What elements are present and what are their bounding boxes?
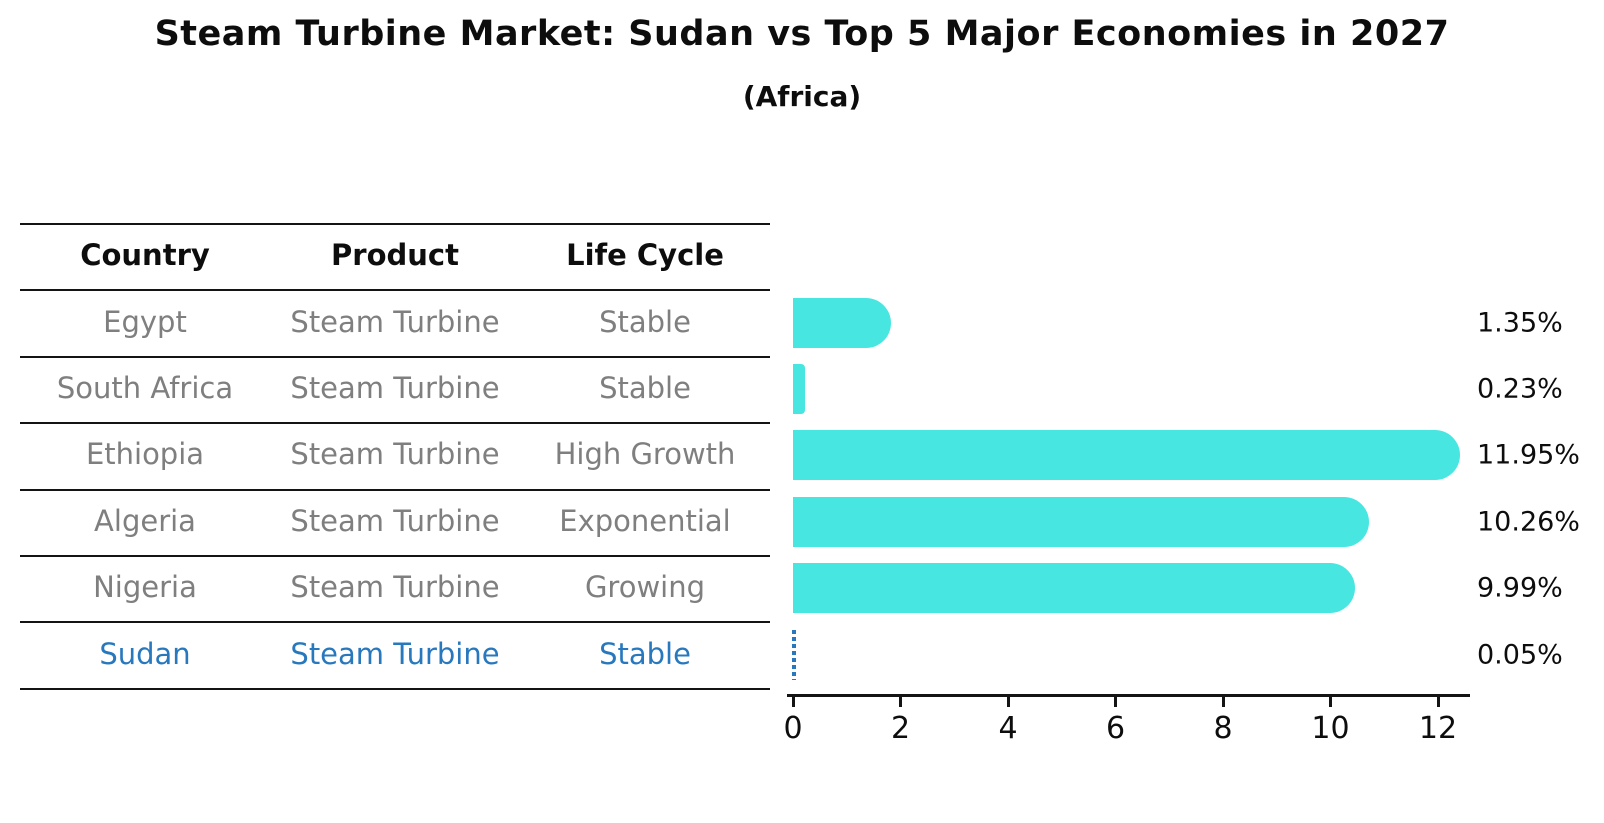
x-axis-tick-label: 2 <box>890 711 911 746</box>
x-axis-tick-label: 8 <box>1213 711 1233 746</box>
x-axis-line <box>787 694 1470 697</box>
value-bar <box>793 297 891 348</box>
table-header-row: Country Product Life Cycle <box>20 223 770 289</box>
cell-country: Sudan <box>99 636 191 671</box>
cell-country: Egypt <box>103 304 187 339</box>
value-bar <box>793 496 1370 547</box>
x-axis-tick <box>899 697 902 707</box>
table-gridline <box>20 488 770 491</box>
cell-life-cycle: Stable <box>599 371 691 406</box>
column-header: Life Cycle <box>566 238 724 273</box>
x-axis-tick <box>1114 697 1117 707</box>
column-header: Product <box>331 238 459 273</box>
table-gridline <box>20 355 770 358</box>
cell-country: Algeria <box>94 503 196 538</box>
column-header: Country <box>80 238 210 273</box>
bar-value-label: 0.23% <box>1477 373 1563 405</box>
cell-product: Steam Turbine <box>290 503 500 538</box>
table-gridline <box>20 289 770 292</box>
table-row: Algeria Steam Turbine Exponential <box>20 489 770 555</box>
table-gridline <box>20 687 770 690</box>
cell-product: Steam Turbine <box>290 570 500 605</box>
table-row: Sudan Steam Turbine Stable <box>20 621 770 687</box>
bar-value-label: 0.05% <box>1477 639 1563 671</box>
table-row: Egypt Steam Turbine Stable <box>20 289 770 355</box>
table-gridline <box>20 422 770 425</box>
cell-country: Nigeria <box>93 570 197 605</box>
cell-life-cycle: Growing <box>584 570 706 605</box>
value-bar <box>793 430 1461 481</box>
x-axis-tick-label: 4 <box>998 711 1018 746</box>
x-axis-tick <box>791 697 795 707</box>
table-row: Ethiopia Steam Turbine High Growth <box>20 422 770 488</box>
cell-country: Ethiopia <box>85 437 205 472</box>
x-axis-tick <box>1221 697 1225 707</box>
bar-value-label: 11.95% <box>1477 439 1580 471</box>
cell-product: Steam Turbine <box>290 437 500 472</box>
chart-subtitle: (Africa) <box>742 80 862 113</box>
value-bar <box>793 364 806 414</box>
x-axis-tick <box>1006 697 1010 707</box>
cell-product: Steam Turbine <box>290 636 500 671</box>
cell-life-cycle: Exponential <box>559 503 731 538</box>
highlight-bar-dashed <box>792 629 796 680</box>
cell-product: Steam Turbine <box>290 371 500 406</box>
cell-life-cycle: Stable <box>599 636 691 671</box>
bar-value-label: 10.26% <box>1477 506 1580 538</box>
value-bar <box>793 563 1355 614</box>
table-row: South Africa Steam Turbine Stable <box>20 356 770 422</box>
bar-value-label: 9.99% <box>1477 572 1563 604</box>
cell-product: Steam Turbine <box>290 304 500 339</box>
x-axis-tick-label: 12 <box>1418 711 1458 746</box>
x-axis-tick <box>1436 697 1440 707</box>
cell-life-cycle: Stable <box>599 304 691 339</box>
cell-life-cycle: High Growth <box>554 437 736 472</box>
x-axis-tick <box>1329 697 1332 707</box>
table-gridline <box>20 223 770 225</box>
x-axis-tick-label: 0 <box>783 711 803 746</box>
table-gridline <box>20 555 770 557</box>
table-row: Nigeria Steam Turbine Growing <box>20 555 770 621</box>
cell-country: South Africa <box>56 371 234 406</box>
chart-title: Steam Turbine Market: Sudan vs Top 5 Maj… <box>154 14 1450 54</box>
x-axis-tick-label: 10 <box>1311 711 1350 746</box>
table-gridline <box>20 621 770 624</box>
bar-value-label: 1.35% <box>1477 307 1563 339</box>
x-axis-tick-label: 6 <box>1105 711 1126 746</box>
